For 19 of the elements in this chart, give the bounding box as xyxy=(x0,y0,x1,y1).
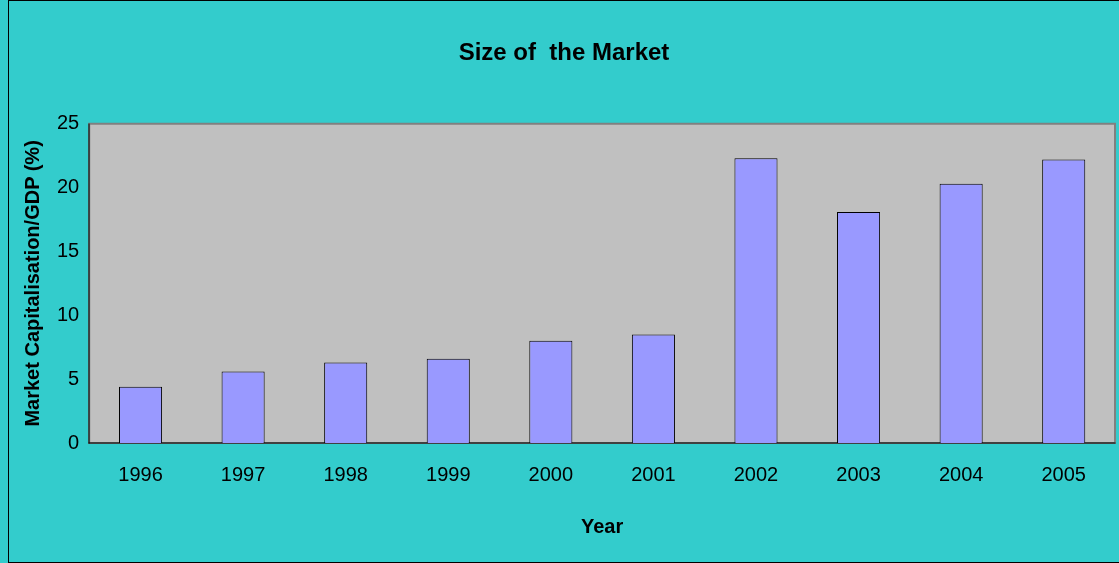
x-tick-label: 2003 xyxy=(836,462,881,485)
y-tick-label: 20 xyxy=(57,175,80,198)
x-axis-title: Year xyxy=(580,514,624,537)
x-tick-label: 2001 xyxy=(631,462,676,485)
x-tick-label: 2004 xyxy=(938,462,984,485)
x-tick-label: 1998 xyxy=(323,462,368,485)
x-tick-label: 1996 xyxy=(118,462,163,485)
x-tick-label: 2000 xyxy=(528,462,574,485)
chart-title: Size of the Market xyxy=(458,38,670,66)
x-tick-label: 1997 xyxy=(220,462,266,485)
y-axis-title: Market Capitalisation/GDP (%) xyxy=(20,140,43,427)
x-tick-label: 2002 xyxy=(733,462,779,485)
y-tick-label: 10 xyxy=(57,302,80,325)
x-tick-label: 1999 xyxy=(426,462,471,485)
y-tick-label: 0 xyxy=(68,430,80,453)
y-tick-label: 15 xyxy=(57,239,80,261)
y-tick-label: 5 xyxy=(68,366,80,389)
x-tick-label: 2005 xyxy=(1041,462,1086,485)
y-tick-label: 25 xyxy=(57,111,80,134)
